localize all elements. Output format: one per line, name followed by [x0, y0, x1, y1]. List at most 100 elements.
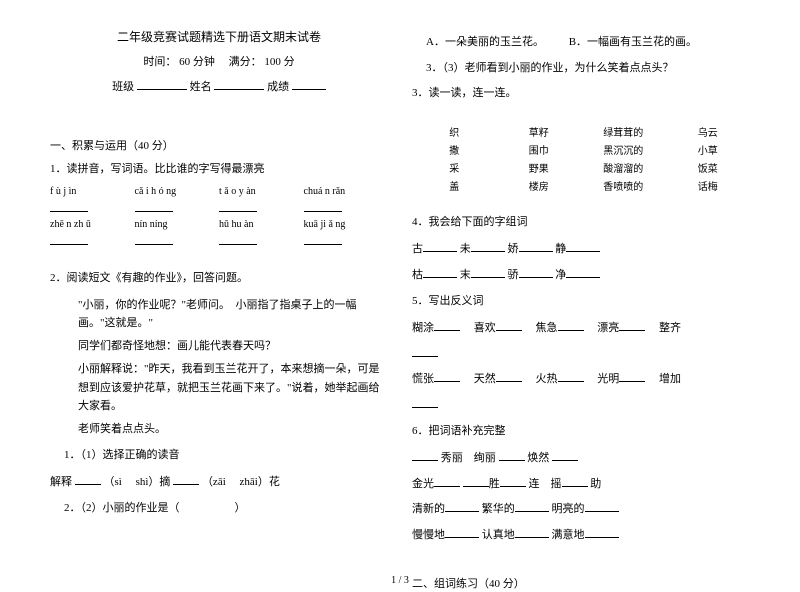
- blank[interactable]: [412, 395, 438, 408]
- py-1-1: f ù j ìn: [50, 186, 76, 197]
- blank[interactable]: [519, 265, 553, 278]
- m4b: 楼房: [497, 178, 582, 193]
- q6-r1: 秀丽 绚丽 焕然: [412, 448, 750, 468]
- blank[interactable]: [412, 448, 438, 461]
- q2-options: A．一朵美丽的玉兰花。 B．一幅画有玉兰花的画。: [412, 34, 750, 52]
- blank[interactable]: [515, 525, 549, 538]
- q5-r1b: [412, 344, 750, 364]
- py-blank[interactable]: [304, 201, 342, 212]
- blank[interactable]: [619, 369, 645, 382]
- blank[interactable]: [423, 239, 457, 252]
- q2-2: 2．（2）小丽的作业是（ ）: [50, 500, 388, 518]
- blank[interactable]: [434, 369, 460, 382]
- q4r1c: 娇: [508, 243, 519, 255]
- opt-b: B．一幅画有玉兰花的画。: [569, 36, 697, 48]
- q6r4b: 认真地: [482, 529, 515, 541]
- py-blank[interactable]: [219, 201, 257, 212]
- q4r2d: 净: [555, 269, 566, 281]
- blank[interactable]: [562, 474, 588, 487]
- py-2-3: hū hu àn: [219, 219, 253, 230]
- q4r1b: 未: [460, 243, 471, 255]
- phon-blank[interactable]: [173, 472, 199, 485]
- py-blank[interactable]: [50, 234, 88, 245]
- m2b: 围巾: [497, 142, 582, 157]
- time-value: 60 分钟: [179, 56, 215, 68]
- m1d: 乌云: [666, 124, 751, 139]
- blank[interactable]: [585, 525, 619, 538]
- blank[interactable]: [412, 344, 438, 357]
- full-value: 100 分: [264, 56, 294, 68]
- blank[interactable]: [463, 474, 489, 487]
- q5r2c: 火热: [536, 373, 558, 385]
- blank[interactable]: [519, 239, 553, 252]
- blank[interactable]: [552, 448, 578, 461]
- name-blank[interactable]: [214, 77, 264, 90]
- q6-r2: 金光 胜 连 摇 助: [412, 474, 750, 494]
- passage-2: 同学们都奇怪地想：画儿能代表春天吗？: [50, 337, 388, 356]
- q6r2b: 胜: [489, 478, 500, 490]
- blank[interactable]: [445, 499, 479, 512]
- q3-label: 3．读一读，连一连。: [412, 85, 750, 103]
- phon-blank[interactable]: [75, 472, 101, 485]
- q4-label: 4．我会给下面的字组词: [412, 214, 750, 232]
- blank[interactable]: [558, 369, 584, 382]
- q5r2e: 增加: [659, 373, 681, 385]
- py-blank[interactable]: [304, 234, 342, 245]
- py-blank[interactable]: [219, 234, 257, 245]
- q2-label: 2．阅读短文《有趣的作业》，回答问题。: [50, 270, 388, 288]
- q2-1-line: 解释 （sì shì）摘 （zāi zhāi）花: [50, 472, 388, 492]
- m1b: 草籽: [497, 124, 582, 139]
- py-1-4: chuá n rǎn: [304, 186, 346, 197]
- blank[interactable]: [434, 318, 460, 331]
- m3c: 酸溜溜的: [581, 160, 666, 175]
- page-number: 1 / 3: [391, 575, 409, 586]
- q4r1a: 古: [412, 243, 423, 255]
- m1c: 绿茸茸的: [581, 124, 666, 139]
- q6-r3: 清新的 繁华的 明亮的: [412, 499, 750, 519]
- blank[interactable]: [496, 369, 522, 382]
- q4r2b: 末: [460, 269, 471, 281]
- q5r1b: 喜欢: [474, 322, 496, 334]
- q5r1e: 整齐: [659, 322, 681, 334]
- q6-r4: 慢慢地 认真地 满意地: [412, 525, 750, 545]
- blank[interactable]: [558, 318, 584, 331]
- blank[interactable]: [619, 318, 645, 331]
- pinyin-blank-1: [50, 201, 388, 215]
- py-2-2: nín níng: [135, 219, 168, 230]
- py-blank[interactable]: [135, 201, 173, 212]
- blank[interactable]: [434, 474, 460, 487]
- q2-1-p1a: （sì: [104, 476, 122, 488]
- blank[interactable]: [515, 499, 549, 512]
- py-1-3: t ǎ o y àn: [219, 186, 256, 197]
- q2-3: 3．（3）老师看到小丽的作业，为什么笑着点点头？: [412, 60, 750, 78]
- exam-page: 二年级竞赛试题精选下册语文期末试卷 时间： 60 分钟 满分： 100 分 班级…: [0, 0, 800, 592]
- py-blank[interactable]: [50, 201, 88, 212]
- q5-r1: 糊涂 喜欢 焦急 漂亮 整齐: [412, 318, 750, 338]
- m2c: 黑沉沉的: [581, 142, 666, 157]
- class-blank[interactable]: [137, 77, 187, 90]
- blank[interactable]: [566, 239, 600, 252]
- q6r4c: 满意地: [552, 529, 585, 541]
- score-label: 成绩: [267, 81, 289, 93]
- q2-1-p2a: （zāi: [202, 476, 226, 488]
- py-1-2: cǎ i h ó ng: [135, 186, 177, 197]
- q6r3a: 清新的: [412, 503, 445, 515]
- q1-label: 1．读拼音，写词语。比比谁的字写得最漂亮: [50, 161, 388, 179]
- q6r4a: 慢慢地: [412, 529, 445, 541]
- blank[interactable]: [496, 318, 522, 331]
- blank[interactable]: [566, 265, 600, 278]
- pinyin-row-1: f ù j ìn cǎ i h ó ng t ǎ o y àn chuá n r…: [50, 186, 388, 197]
- py-blank[interactable]: [135, 234, 173, 245]
- q6r2d: 助: [590, 478, 601, 490]
- q4-r2: 枯 末 骄 净: [412, 265, 750, 285]
- blank[interactable]: [585, 499, 619, 512]
- blank[interactable]: [499, 448, 525, 461]
- name-label: 姓名: [190, 81, 212, 93]
- blank[interactable]: [500, 474, 526, 487]
- blank[interactable]: [445, 525, 479, 538]
- score-blank[interactable]: [292, 77, 326, 90]
- blank[interactable]: [471, 239, 505, 252]
- blank[interactable]: [471, 265, 505, 278]
- blank[interactable]: [423, 265, 457, 278]
- right-column: A．一朵美丽的玉兰花。 B．一幅画有玉兰花的画。 3．（3）老师看到小丽的作业，…: [400, 28, 762, 584]
